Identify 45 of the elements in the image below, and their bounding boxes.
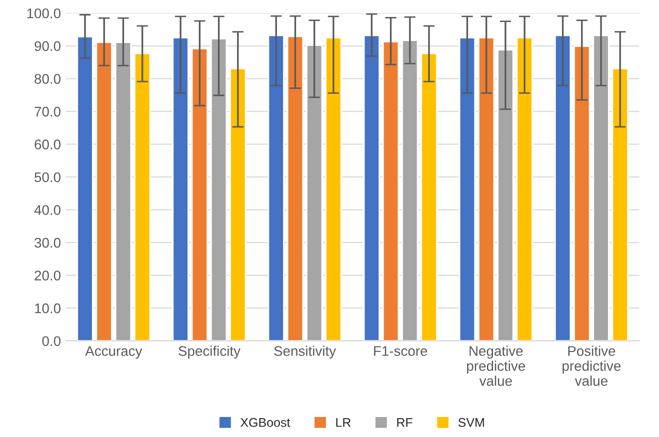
bar xyxy=(210,38,228,341)
bar xyxy=(458,36,476,341)
x-tick-label: Positive predictive value xyxy=(562,346,621,386)
x-tick-label: Specificity xyxy=(178,346,240,359)
bar xyxy=(286,36,304,341)
bar xyxy=(268,34,284,341)
bar xyxy=(134,52,151,341)
y-tick-label: 0.0 xyxy=(42,336,60,346)
y-tick-label: 70.0 xyxy=(34,106,60,117)
y-tick-label: 90.0 xyxy=(34,41,60,52)
bar xyxy=(382,40,400,341)
bar xyxy=(402,40,418,341)
bar xyxy=(497,49,514,341)
y-tick-label: 40.0 xyxy=(34,205,60,215)
bar xyxy=(191,48,208,341)
bar xyxy=(230,68,246,341)
x-tick-label: Sensitivity xyxy=(274,346,336,359)
y-tick-label: 20.0 xyxy=(34,270,60,280)
bar xyxy=(592,34,610,341)
y-tick-label: 100.0 xyxy=(27,8,60,18)
bar xyxy=(516,36,533,341)
legend-label: XGBoost xyxy=(240,418,290,427)
bar xyxy=(114,42,132,341)
bar xyxy=(76,36,94,341)
bar xyxy=(574,46,590,341)
bar xyxy=(420,52,438,341)
bar xyxy=(612,68,628,341)
x-tick-label: F1-score xyxy=(374,346,428,356)
legend-label: LR xyxy=(336,418,351,427)
bar xyxy=(306,44,323,341)
y-tick-label: 50.0 xyxy=(34,172,60,182)
y-tick-label: 10.0 xyxy=(35,303,60,314)
bar xyxy=(478,36,495,341)
bar xyxy=(363,34,380,341)
legend-label: SVM xyxy=(458,418,484,427)
x-tick-label: Accuracy xyxy=(85,346,142,359)
bar xyxy=(554,34,572,341)
legend-label: RF xyxy=(397,418,412,427)
bar xyxy=(325,36,342,341)
y-tick-label: 60.0 xyxy=(34,140,60,150)
y-tick-label: 30.0 xyxy=(34,238,60,248)
y-tick-label: 80.0 xyxy=(34,74,60,84)
bar xyxy=(96,42,112,341)
bar xyxy=(172,36,189,341)
x-tick-label: Negative predictive value xyxy=(467,346,526,386)
